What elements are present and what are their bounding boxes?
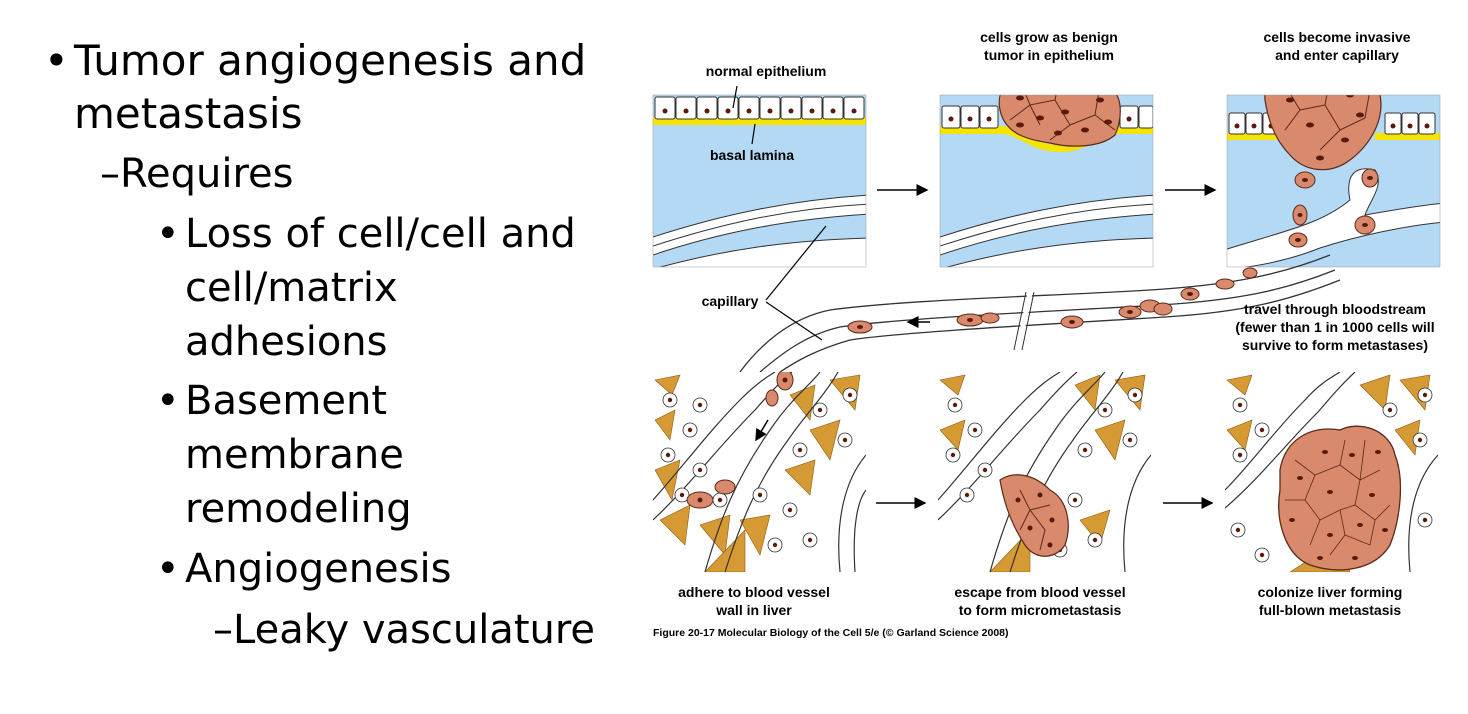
- bullet-loss-adhesion-line2: cell/matrix: [185, 265, 398, 311]
- micrometastasis-cluster: [999, 474, 1069, 557]
- bullet-angiogenesis: Angiogenesis: [185, 546, 452, 592]
- bullet-basement-line1: Basement: [185, 378, 388, 424]
- bullet-tumor-angiogenesis-line1: Tumor angiogenesis and: [74, 36, 587, 85]
- caption-travel-line3: survive to form metastases): [1242, 337, 1428, 353]
- sub-bullet-leaky-vasculature: –Leaky vasculature: [213, 607, 596, 653]
- epithelial-cells: [654, 96, 865, 120]
- invasive-tumor-mass: [1264, 95, 1382, 248]
- label-capillary: capillary: [702, 293, 759, 309]
- panel-colonize-liver: [1225, 372, 1438, 572]
- panel-benign-tumor: [940, 95, 1153, 267]
- caption-travel-line2: (fewer than 1 in 1000 cells will: [1235, 319, 1434, 335]
- panel-normal-epithelium: [653, 95, 866, 267]
- caption-benign-line1: cells grow as benign: [980, 29, 1118, 45]
- bullet-dot: •: [156, 546, 180, 592]
- panel-escape-vessel: [938, 372, 1151, 572]
- label-normal-epithelium: normal epithelium: [706, 63, 827, 79]
- caption-escape-line2: to form micrometastasis: [959, 602, 1122, 618]
- bullet-basement-line2: membrane: [185, 432, 404, 478]
- caption-colonize-line1: colonize liver forming: [1258, 584, 1403, 600]
- slide-bullets: • Tumor angiogenesis and metastasis –Req…: [0, 0, 620, 714]
- bullet-dot: •: [156, 211, 180, 257]
- bullet-dot: •: [156, 378, 180, 424]
- caption-escape-line1: escape from blood vessel: [954, 584, 1125, 600]
- caption-adhere-line1: adhere to blood vessel: [678, 584, 830, 600]
- caption-adhere-line2: wall in liver: [715, 602, 792, 618]
- sub-bullet-requires: –Requires: [100, 151, 294, 197]
- bullet-tumor-angiogenesis-line2: metastasis: [74, 89, 303, 138]
- panel-invasive-cells: [1227, 95, 1440, 267]
- caption-benign-line2: tumor in epithelium: [984, 47, 1114, 63]
- flow-arrow-icon: [755, 419, 769, 442]
- caption-invasive-line2: and enter capillary: [1275, 47, 1399, 63]
- bullet-loss-adhesion-line3: adhesions: [185, 319, 388, 365]
- caption-invasive-line1: cells become invasive: [1263, 29, 1410, 45]
- label-basal-lamina: basal lamina: [710, 147, 794, 163]
- bloodstream-capillary: [739, 254, 1341, 373]
- benign-tumor-mass: [998, 95, 1121, 147]
- caption-colonize-line2: full-blown metastasis: [1259, 602, 1402, 618]
- bullet-loss-adhesion-line1: Loss of cell/cell and: [185, 211, 576, 257]
- figure-credit: Figure 20-17 Molecular Biology of the Ce…: [653, 627, 1009, 639]
- bullet-dot: •: [44, 36, 69, 85]
- metastasis-mass: [1278, 425, 1402, 571]
- bullet-basement-line3: remodeling: [185, 486, 412, 532]
- basal-lamina-band: [653, 117, 866, 125]
- panel-adhere-liver: [653, 372, 866, 572]
- capillary-vessel: [653, 194, 866, 256]
- caption-travel-line1: travel through bloodstream: [1244, 301, 1426, 317]
